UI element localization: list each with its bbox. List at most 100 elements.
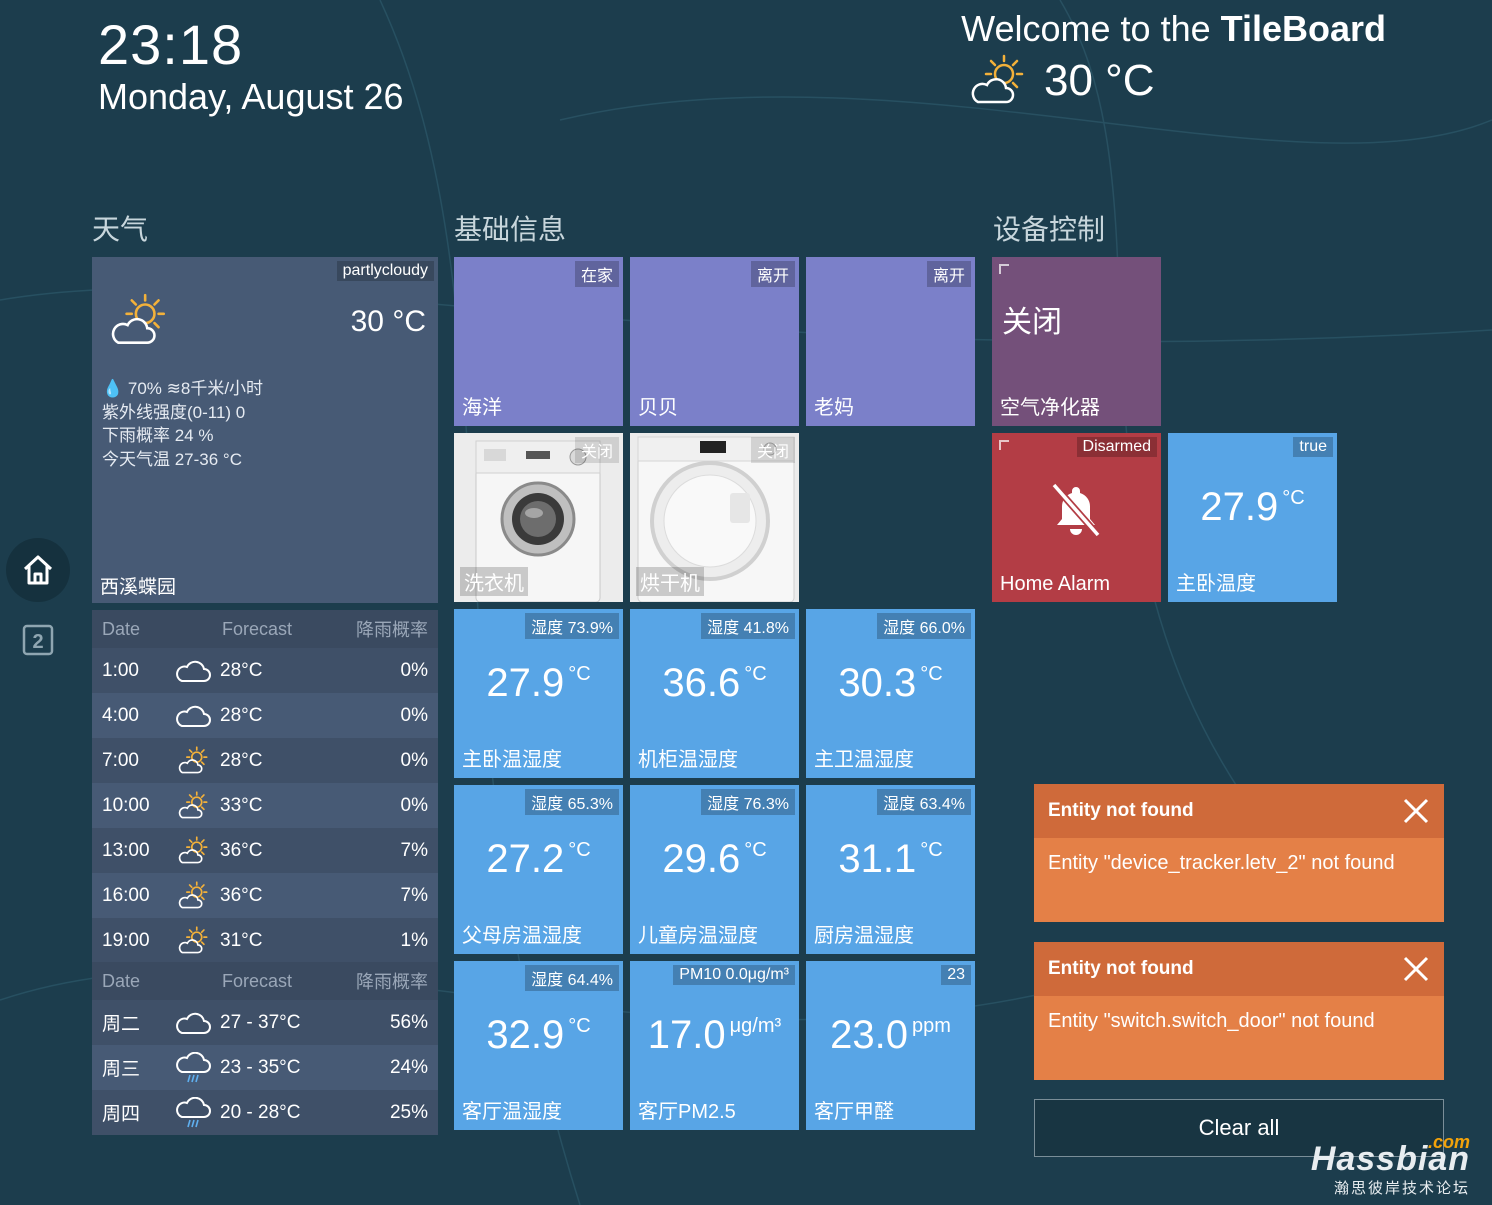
sensor-tile[interactable]: PM10 0.0μg/m³ 17.0 μg/m³ 客厅PM2.5 (630, 961, 799, 1130)
purifier-name: 空气净化器 (1000, 397, 1100, 419)
sensor-badge: 湿度 65.3% (525, 789, 619, 815)
presence-name: 老妈 (814, 397, 854, 419)
forecast-temp: 36°C (220, 839, 263, 861)
value-number: 27.2 (486, 837, 565, 881)
partly-cloudy-icon (178, 880, 208, 908)
welcome-title: Welcome to the TileBoard (961, 8, 1386, 50)
home-alarm-tile[interactable]: Disarmed Home Alarm (992, 433, 1161, 602)
forecast-time: 13:00 (102, 839, 150, 861)
sensor-name: 儿童房温湿度 (638, 925, 758, 947)
air-purifier-tile[interactable]: 关闭 空气净化器 (992, 257, 1161, 426)
forecast-row: 1:00 28°C 0% (92, 648, 438, 693)
sensor-name: 机柜温湿度 (638, 749, 738, 771)
appliance-state-badge: 关闭 (574, 437, 619, 463)
value-number: 31.1 (838, 837, 917, 881)
sensor-name: 主卧温湿度 (462, 749, 562, 771)
value-unit: °C (920, 839, 943, 861)
alarm-name: Home Alarm (1000, 573, 1111, 595)
close-icon[interactable] (1402, 955, 1430, 983)
presence-state-badge: 在家 (574, 261, 619, 287)
sensor-tile[interactable]: 湿度 41.8% 36.6 °C 机柜温湿度 (630, 609, 799, 778)
clear-all-button[interactable]: Clear all (1034, 1099, 1444, 1157)
forecast-row: 4:00 28°C 0% (92, 693, 438, 738)
notification-body: Entity "device_tracker.letv_2" not found (1048, 852, 1395, 874)
watermark-com: .com (1427, 1132, 1470, 1152)
sensor-value: 27.9 °C (454, 661, 623, 706)
presence-tile-beibei[interactable]: 离开 贝贝 (630, 257, 799, 426)
corner-indicator (999, 264, 1009, 274)
presence-state-badge: 离开 (926, 261, 971, 287)
cloud-icon (176, 1012, 211, 1034)
forecast-time: 10:00 (102, 794, 150, 816)
weather-temperature: 30 °C (350, 305, 426, 338)
clock-date: Monday, August 26 (98, 76, 404, 117)
forecast-time: 19:00 (102, 929, 150, 951)
value-number: 36.6 (662, 661, 741, 705)
hourly-forecast-table: Date Forecast 降雨概率 1:00 28°C 0% 4:00 28°C 0% 7… (92, 610, 438, 963)
header-forecast: Forecast (221, 618, 293, 639)
sensor-name: 客厅温湿度 (462, 1101, 562, 1123)
header-rain: 降雨概率 (356, 620, 428, 640)
sensor-tile[interactable]: 湿度 66.0% 30.3 °C 主卫温湿度 (806, 609, 975, 778)
forecast-temp: 36°C (220, 884, 263, 906)
sensor-tile[interactable]: 湿度 65.3% 27.2 °C 父母房温湿度 (454, 785, 623, 954)
close-icon[interactable] (1402, 797, 1430, 825)
notification-card: Entity not found Entity "device_tracker.… (1034, 784, 1444, 922)
value-unit: °C (568, 839, 591, 861)
forecast-cell: 28°C (176, 702, 338, 730)
forecast-rain: 0% (400, 794, 428, 816)
partly-cloudy-icon (178, 925, 208, 953)
notification-card: Entity not found Entity "switch.switch_d… (1034, 942, 1444, 1080)
weather-humidity-wind: 💧 70% ≋8千米/小时 (102, 379, 264, 398)
forecast-cell: 27 - 37°C (176, 1009, 338, 1037)
partly-cloudy-icon (971, 54, 1024, 104)
watermark-logo: .com Hassbian 瀚思彼岸技术论坛 (1311, 1132, 1470, 1198)
sensor-tile[interactable]: 湿度 63.4% 31.1 °C 厨房温湿度 (806, 785, 975, 954)
value-number: 30.3 (838, 661, 917, 705)
nav-page-2-button[interactable]: 2 (22, 624, 54, 656)
purifier-state: 关闭 (1002, 306, 1062, 339)
sensor-tile[interactable]: 湿度 64.4% 32.9 °C 客厅温湿度 (454, 961, 623, 1130)
forecast-cell: 28°C (176, 745, 338, 777)
washing-machine-tile[interactable]: 关闭 洗衣机 (454, 433, 623, 602)
home-icon (23, 555, 53, 585)
forecast-rain: 24% (389, 1056, 428, 1078)
forecast-rain: 56% (389, 1011, 428, 1033)
weather-details: 💧 70% ≋8千米/小时 紫外线强度(0-11) 0 下雨概率 24 % 今天… (102, 377, 263, 471)
sensor-tile[interactable]: 23 23.0 ppm 客厅甲醛 (806, 961, 975, 1130)
sensor-value: 23.0 ppm (806, 1013, 975, 1058)
presence-name: 贝贝 (638, 397, 678, 419)
page-2-icon: 2 (22, 624, 54, 656)
sensor-value: 27.2 °C (454, 837, 623, 882)
weather-temp-range: 今天气温 27-36 °C (102, 449, 243, 469)
sensor-value: 30.3 °C (806, 661, 975, 706)
forecast-cell: 28°C (176, 657, 338, 685)
bedroom-temp-name: 主卧温度 (1176, 573, 1256, 595)
section-title-basic: 基础信息 (454, 214, 567, 245)
presence-tile-laoma[interactable]: 离开 老妈 (806, 257, 975, 426)
weather-city: 西溪蝶园 (100, 577, 177, 598)
presence-tile-haiyang[interactable]: 在家 海洋 (454, 257, 623, 426)
daily-forecast-table: Date Forecast 降雨概率 周二 27 - 37°C 56% 周三 23 - … (92, 962, 438, 1135)
forecast-header-row: Date Forecast 降雨概率 (92, 610, 438, 648)
sensor-tile[interactable]: 湿度 76.3% 29.6 °C 儿童房温湿度 (630, 785, 799, 954)
dryer-icon (637, 436, 795, 602)
sensor-value: 36.6 °C (630, 661, 799, 706)
forecast-rain: 7% (400, 839, 428, 861)
header-date: Date (102, 970, 141, 991)
weather-card[interactable]: partlycloudy 30 °C 💧 70% ≋8千米/小时 紫外线强度(0… (92, 257, 438, 603)
bedroom-temperature-tile[interactable]: true 27.9 °C 主卧温度 (1168, 433, 1337, 602)
value-unit: °C (568, 663, 591, 685)
dryer-tile[interactable]: 关闭 烘干机 (630, 433, 799, 602)
rain-icon (176, 1051, 211, 1082)
value-unit: °C (1282, 487, 1305, 509)
sensor-badge: 湿度 66.0% (877, 613, 971, 639)
sensor-name: 父母房温湿度 (462, 925, 582, 947)
partly-cloudy-icon (111, 293, 166, 344)
bell-off-icon (1051, 482, 1101, 538)
sensor-tile[interactable]: 湿度 73.9% 27.9 °C 主卧温湿度 (454, 609, 623, 778)
nav-home-button[interactable] (6, 538, 70, 602)
forecast-temp: 28°C (220, 704, 263, 726)
welcome-prefix: Welcome to the (961, 8, 1221, 49)
forecast-row: 10:00 33°C 0% (92, 783, 438, 828)
